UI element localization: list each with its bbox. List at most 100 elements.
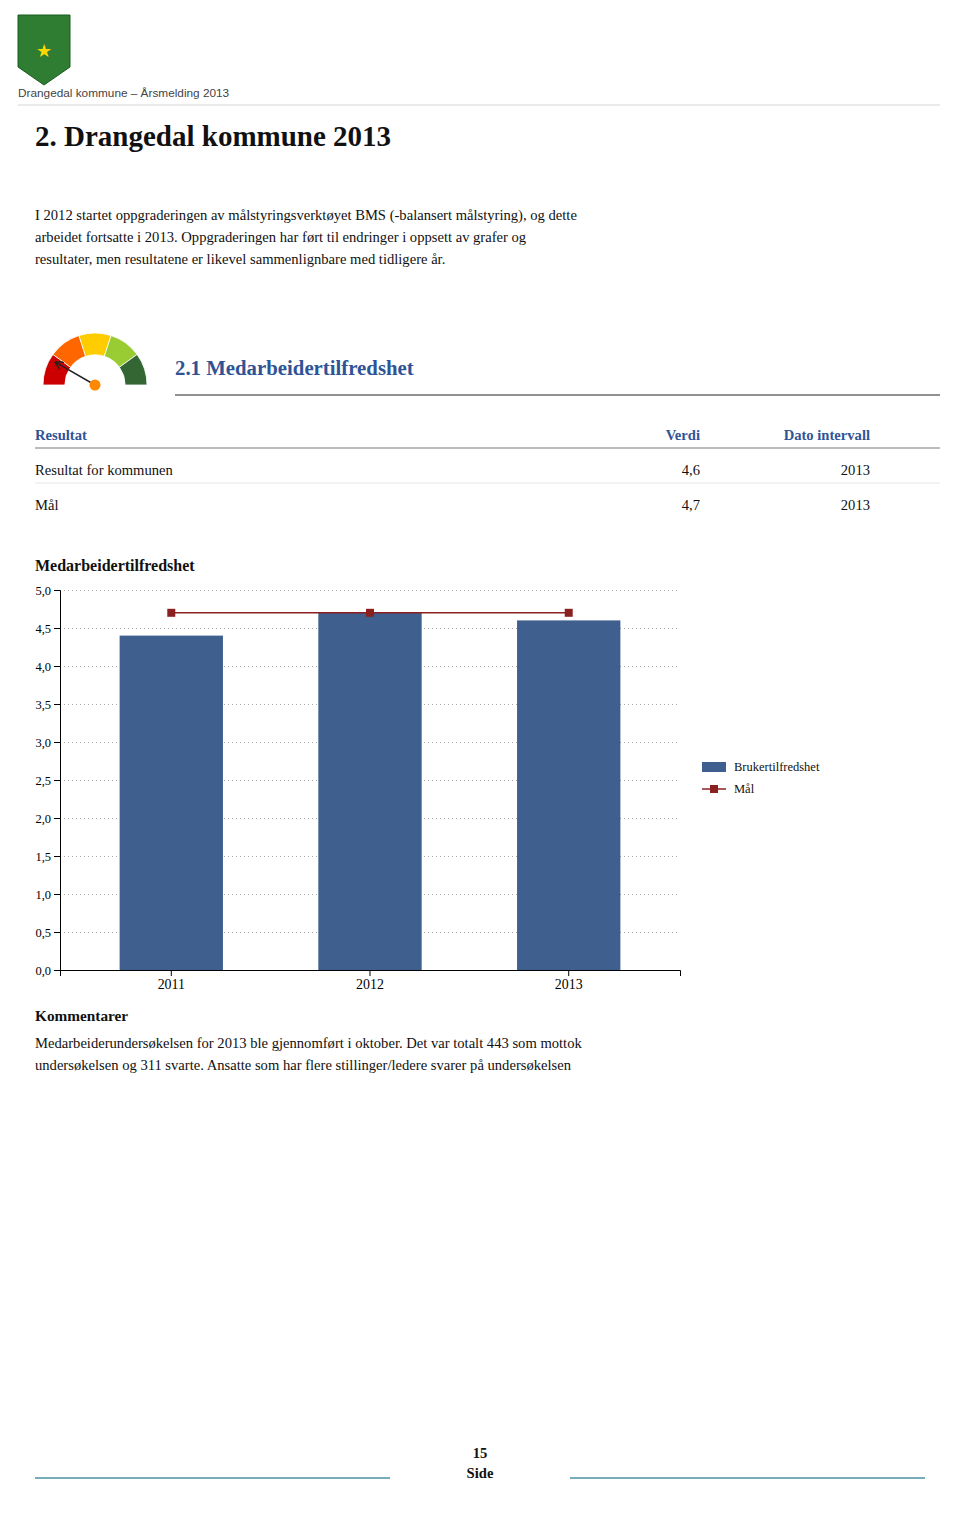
plot-area: [120, 609, 621, 970]
table-header: Resultat: [35, 427, 87, 443]
tick: 4,0: [35, 660, 60, 674]
tick-label: 1,0: [35, 888, 51, 902]
intro-line: arbeidet fortsatte i 2013. Oppgraderinge…: [35, 229, 527, 245]
table-cell: 4,7: [682, 497, 700, 513]
header: ★ Drangedal kommune – Årsmelding 2013: [18, 15, 940, 105]
tick-label: 3,5: [35, 698, 51, 712]
tick-label: 2013: [555, 977, 583, 992]
intro-line: resultater, men resultatene er likevel s…: [35, 251, 445, 267]
tick: 2013: [555, 970, 583, 992]
legend-label: Brukertilfredshet: [734, 760, 820, 774]
legend-item: Brukertilfredshet: [702, 760, 820, 774]
tick-label: 2011: [158, 977, 185, 992]
header-rule: [18, 105, 940, 106]
footer-label: Side: [467, 1465, 494, 1481]
emblem: ★: [36, 40, 52, 61]
table-cell: Mål: [35, 497, 59, 513]
grid: [60, 591, 680, 971]
tick-label: 2,0: [35, 812, 51, 826]
tick-mark: [568, 970, 569, 976]
bar: [120, 636, 223, 970]
legend-item: Mål: [702, 782, 755, 796]
tick-mark: [54, 856, 60, 857]
chart: 0,00,51,01,52,02,53,03,54,04,55,02011201…: [35, 584, 820, 992]
table-rule: [35, 448, 940, 449]
tick-mark: [54, 780, 60, 781]
grid-tick: [60, 590, 680, 591]
table-cell: 2013: [841, 497, 870, 513]
tick-mark: [54, 970, 60, 971]
tick-mark: [54, 704, 60, 705]
intro-line: I 2012 startet oppgraderingen av målstyr…: [35, 207, 577, 224]
tick-label: 3,0: [35, 736, 51, 750]
section-title: 2.1 Medarbeidertilfredshet: [175, 356, 414, 379]
axis-line: [54, 591, 61, 971]
tick: 5,0: [35, 584, 60, 598]
marker: [167, 609, 175, 617]
tick-mark: [54, 742, 60, 743]
comments-title: Kommentarer: [35, 1007, 128, 1024]
tick: 2,5: [35, 774, 60, 788]
tick-mark: [54, 932, 60, 933]
table: Resultat Verdi Dato intervall Resultat for …: [35, 427, 940, 513]
y-axis: 0,0 0,5 1,0 1,5 2,0 2,5 3,0 3,5 4,0 4,5 5,0: [35, 584, 60, 978]
tick-label: 1,5: [35, 850, 51, 864]
table-header: Verdi: [666, 427, 700, 443]
tick-label: 0,5: [35, 926, 51, 940]
table-rule: [35, 483, 940, 484]
gauge-hub: [90, 380, 101, 391]
tick-label: 0,0: [35, 964, 51, 978]
line-series: [167, 609, 572, 617]
tick-label: 4,5: [35, 622, 51, 636]
tick: 2012: [356, 970, 384, 992]
x-axis: 2011 2012 2013: [61, 970, 681, 992]
tick-mark: [370, 970, 371, 976]
chart-title: Medarbeidertilfredshet: [35, 557, 195, 574]
page: ★ Drangedal kommune – Årsmelding 2013 2. D…: [0, 0, 960, 1513]
tick-mark: [54, 666, 60, 667]
table-cell: Resultat for kommunen: [35, 462, 174, 478]
tick-label: 2,5: [35, 774, 51, 788]
table-header: Dato intervall: [784, 427, 870, 443]
tick-label: 2012: [356, 977, 384, 992]
gauge-needle: [55, 362, 95, 385]
bar: [318, 613, 421, 970]
table-cell: 4,6: [682, 462, 700, 478]
shield: [18, 15, 70, 85]
grid-line: [60, 590, 680, 591]
tick-label: 5,0: [35, 584, 51, 598]
header-text: Drangedal kommune – Årsmelding 2013: [18, 86, 230, 100]
footer-page: 15: [473, 1445, 488, 1461]
tick: 3,5: [35, 698, 60, 712]
tick: 4,5: [35, 622, 60, 636]
table-cell: 2013: [841, 462, 870, 478]
axis-line: [61, 971, 681, 977]
footer-rule: [570, 1477, 925, 1479]
comment-line: Medarbeiderundersøkelsen for 2013 ble gj…: [35, 1035, 582, 1051]
tick-mark: [171, 970, 172, 976]
marker: [366, 609, 374, 617]
legend-label: Mål: [734, 782, 755, 796]
page-title: 2. Drangedal kommune 2013: [35, 120, 391, 152]
gauge: [43, 333, 147, 391]
tick-label: 4,0: [35, 660, 51, 674]
marker: [565, 609, 573, 617]
tick-mark: [54, 818, 60, 819]
comment-line: undersøkelsen og 311 svarte. Ansatte som…: [35, 1057, 572, 1073]
tick: 2011: [158, 970, 185, 992]
tick: 0,5: [35, 926, 60, 940]
tick: 1,0: [35, 888, 60, 902]
bar: [517, 620, 620, 970]
tick-mark: [54, 590, 60, 591]
legend-marker: [710, 785, 718, 793]
bar-series: [120, 613, 621, 970]
legend: Brukertilfredshet Mål: [702, 760, 820, 796]
tick: 1,5: [35, 850, 60, 864]
legend-swatch: [702, 762, 726, 772]
footer-rule: [35, 1477, 390, 1479]
section-rule: [175, 395, 940, 396]
tick: 0,0: [35, 964, 60, 978]
tick: 3,0: [35, 736, 60, 750]
tick-mark: [54, 894, 60, 895]
gauge-segment: [119, 354, 147, 385]
